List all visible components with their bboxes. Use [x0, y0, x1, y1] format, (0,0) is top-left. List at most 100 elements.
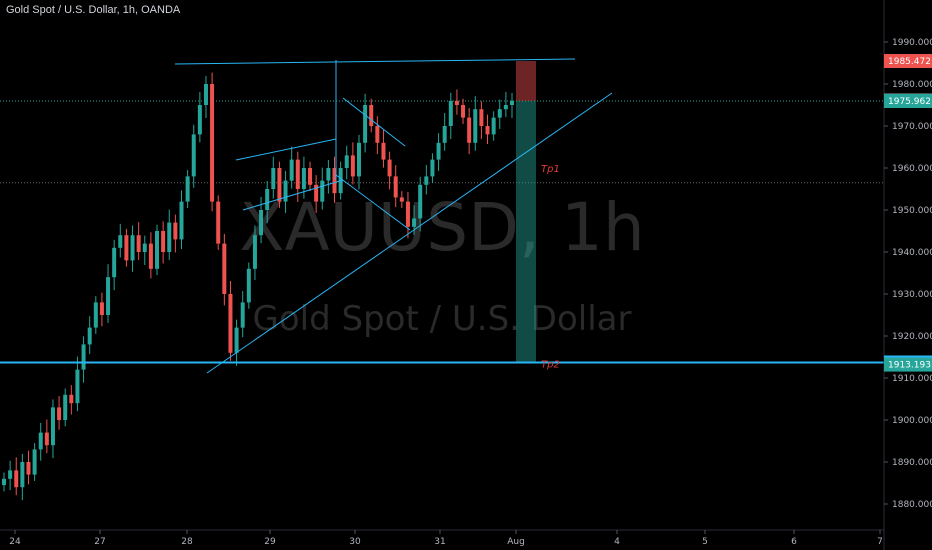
candle-body — [473, 109, 478, 143]
resistance-trendline[interactable] — [174, 58, 576, 65]
candle-body — [124, 235, 129, 261]
candle-body — [265, 189, 270, 210]
candle-body — [246, 268, 251, 303]
candle-body — [381, 142, 386, 160]
candle-body — [93, 302, 98, 328]
target-annotation: Tp2 — [541, 360, 560, 371]
candle-body — [375, 126, 380, 143]
candle-body — [161, 231, 166, 252]
candle-body — [332, 168, 337, 194]
candle-body — [295, 159, 300, 189]
candle-body — [454, 100, 459, 105]
candle-body — [118, 235, 123, 248]
price-label-text: 1913.193 — [888, 361, 931, 371]
y-tick-label: 1940.000 — [892, 248, 932, 258]
y-tick-label: 1990.000 — [892, 38, 932, 48]
candle-body — [136, 235, 141, 252]
candle-body — [344, 155, 349, 168]
candle-body — [8, 470, 13, 479]
flag-lower-line[interactable] — [242, 179, 344, 211]
candle-body — [510, 100, 514, 105]
candle-body — [81, 344, 86, 370]
candle-body — [271, 168, 276, 189]
candle-body — [185, 176, 190, 202]
y-tick-label: 1970.000 — [892, 122, 932, 132]
candle-body — [142, 243, 147, 252]
candle-body — [210, 84, 215, 202]
candle-body — [442, 126, 447, 143]
candle-body — [32, 449, 37, 475]
channel-upper-line[interactable] — [342, 97, 406, 147]
price-label-tag[interactable] — [884, 54, 932, 69]
candle-body — [320, 180, 325, 202]
candle-body — [222, 243, 227, 294]
candle-body — [485, 126, 490, 135]
price-axis-panel[interactable] — [884, 0, 932, 550]
candle-body — [112, 247, 117, 278]
candle-body — [283, 180, 288, 202]
price-label-tag[interactable] — [884, 357, 932, 372]
candle-body — [106, 277, 111, 315]
candle-body — [259, 210, 264, 236]
candle-body — [436, 142, 441, 160]
candle-body — [240, 302, 245, 328]
candle-body — [44, 432, 49, 446]
candle-body — [14, 470, 19, 488]
candle-body — [63, 394, 68, 420]
target-annotation: Tp1 — [541, 164, 560, 175]
candle-body — [234, 327, 239, 353]
x-tick-label: 29 — [264, 537, 276, 547]
target-zone[interactable] — [516, 100, 536, 363]
candle-body — [179, 201, 184, 240]
price-label-tag[interactable] — [884, 93, 932, 108]
flag-upper-line[interactable] — [235, 138, 337, 161]
candle-body — [87, 327, 92, 345]
watermark-name: Gold Spot / U.S. Dollar — [253, 299, 632, 339]
candle-body — [350, 155, 355, 177]
chart-title: Gold Spot / U.S. Dollar, 1h, OANDA — [6, 4, 181, 16]
candle-body — [448, 100, 453, 126]
candle-body — [38, 432, 43, 450]
candle-body — [216, 201, 221, 244]
y-tick-label: 1930.000 — [892, 290, 932, 300]
y-tick-label: 1920.000 — [892, 332, 932, 342]
rising-support-trendline[interactable] — [206, 92, 613, 374]
candle-body — [50, 407, 55, 446]
candle-body — [155, 231, 160, 269]
candle-body — [308, 168, 313, 185]
y-tick-label: 1980.000 — [892, 80, 932, 90]
y-tick-label: 1900.000 — [892, 416, 932, 426]
candle-body — [405, 201, 410, 227]
y-tick-label: 1960.000 — [892, 164, 932, 174]
candle-body — [326, 168, 331, 181]
candle-body — [277, 168, 282, 202]
x-tick-label: 24 — [9, 537, 21, 547]
x-tick-label: 4 — [614, 537, 620, 547]
candle-body — [191, 134, 196, 177]
candle-body — [412, 218, 417, 227]
candle-body — [314, 184, 319, 202]
candle-body — [461, 105, 466, 118]
candle-body — [2, 478, 6, 486]
x-tick-label: 30 — [349, 537, 361, 547]
candle-body — [430, 159, 435, 177]
candle-body — [424, 176, 429, 185]
candle-body — [301, 168, 306, 189]
channel-lower-line[interactable] — [335, 174, 411, 231]
candle-body — [418, 184, 423, 219]
candle-body — [387, 159, 392, 177]
candle-body — [173, 222, 178, 240]
candle-body — [393, 176, 398, 198]
watermark-symbol: XAUUSD, 1h — [239, 189, 644, 266]
x-tick-label: 7 — [877, 537, 883, 547]
candle-body — [69, 394, 74, 404]
x-tick-label: Aug — [507, 537, 525, 547]
candle-body — [75, 369, 80, 404]
stop-zone[interactable] — [516, 61, 536, 101]
x-tick-label: 6 — [791, 537, 797, 547]
candle-body — [203, 84, 208, 105]
x-tick-label: 27 — [94, 537, 105, 547]
candle-body — [99, 302, 104, 315]
x-tick-label: 5 — [702, 537, 708, 547]
